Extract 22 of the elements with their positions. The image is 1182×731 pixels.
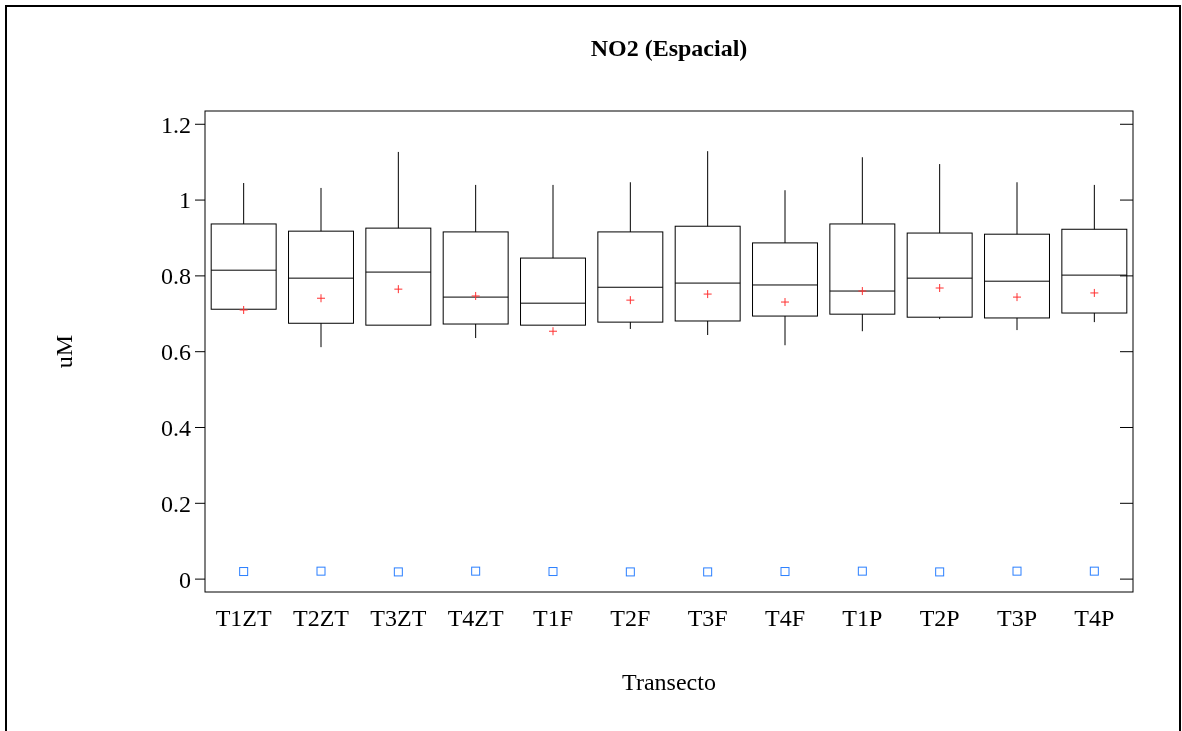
x-tick-label: T4ZT <box>447 605 504 631</box>
x-tick-label: T3P <box>996 605 1038 631</box>
y-tick-label: 1.2 <box>161 111 191 138</box>
x-tick-label: T2F <box>610 605 651 631</box>
x-tick-label: T4P <box>1074 605 1115 631</box>
y-axis-title: uM <box>51 334 77 369</box>
x-tick-label: T2P <box>919 605 960 631</box>
x-tick-label: T4F <box>764 605 806 631</box>
x-tick-label: T1F <box>532 605 574 631</box>
y-tick-label: 0.2 <box>161 490 191 517</box>
x-tick-label: T1ZT <box>215 605 272 631</box>
x-tick-label: T3F <box>687 605 728 631</box>
y-tick-label: 0.4 <box>161 414 191 441</box>
x-tick-label: T1P <box>842 605 883 631</box>
y-tick-label: 1 <box>179 187 191 214</box>
y-tick-label: 0 <box>179 566 191 593</box>
x-tick-label: T3ZT <box>370 605 427 631</box>
x-axis-title: Transecto <box>622 669 716 695</box>
y-tick-label: 0.6 <box>161 339 191 366</box>
chart-title: NO2 (Espacial) <box>590 35 748 61</box>
x-tick-label: T2ZT <box>293 605 350 631</box>
y-tick-label: 0.8 <box>161 263 191 290</box>
